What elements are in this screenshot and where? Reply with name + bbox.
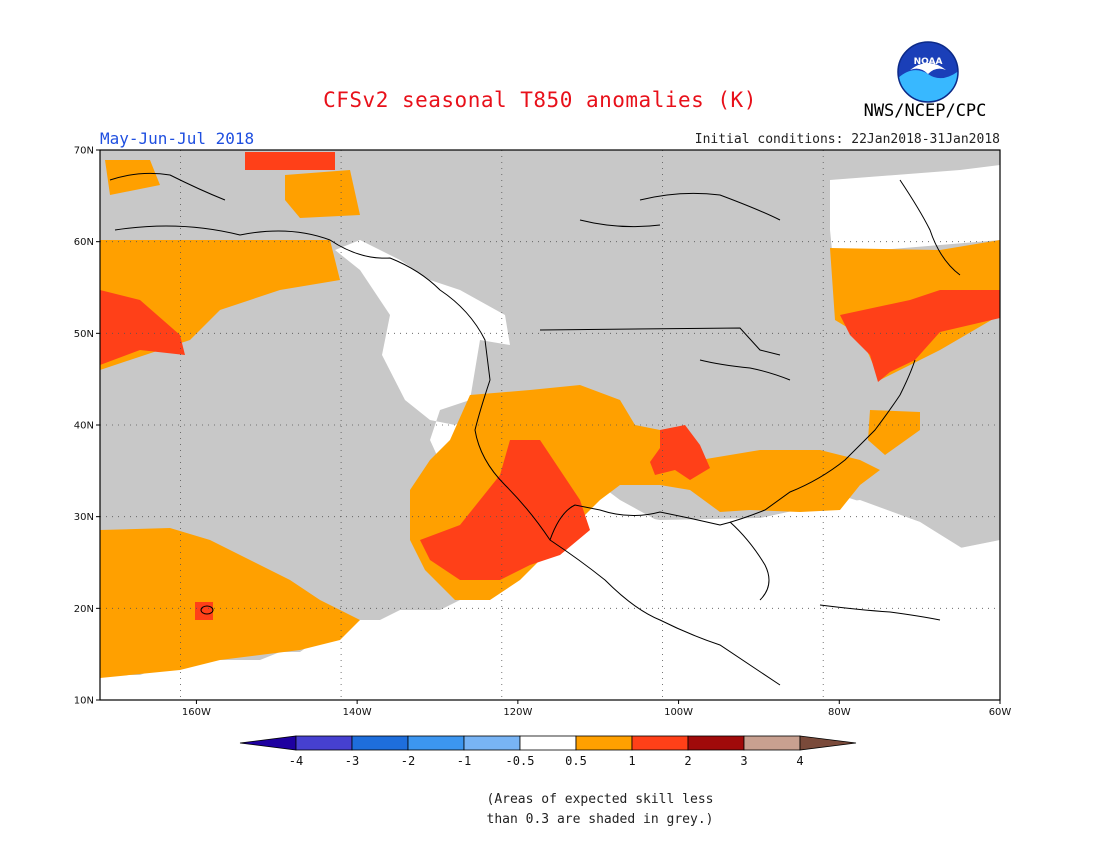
colorbar-level-label: 1 <box>628 754 635 768</box>
chart-title: CFSv2 seasonal T850 anomalies (K) <box>323 88 757 112</box>
anomaly-map: 10N 20N 30N 40N 50N 60N 70N 160W 140W 120W 100W 80… <box>74 146 1012 719</box>
lat-tick-label: 50N <box>74 329 94 340</box>
colorbar-swatch <box>631 735 689 751</box>
colorbar-level-label: 2 <box>684 754 691 768</box>
neutral-region-gulf <box>600 500 1000 700</box>
lon-tick-label: 100W <box>664 707 693 718</box>
colorbar-level-label: -4 <box>289 754 303 768</box>
anomaly-1-to-2-regions <box>100 152 1000 620</box>
season-label: May-Jun-Jul 2018 <box>100 129 255 148</box>
colorbar-swatch <box>575 735 633 751</box>
colorbar-swatch <box>743 735 801 751</box>
colorbar-level-label: -1 <box>457 754 471 768</box>
initial-conditions-label: Initial conditions: 22Jan2018-31Jan2018 <box>694 132 1000 147</box>
latitude-ticks: 10N 20N 30N 40N 50N 60N 70N <box>74 146 100 707</box>
skill-note-line-1: (Areas of expected skill less <box>486 792 714 807</box>
lat-tick-label: 40N <box>74 421 94 432</box>
colorbar-swatch <box>463 735 521 751</box>
logo-text: NOAA <box>914 57 943 67</box>
lat-tick-label: 30N <box>74 512 94 523</box>
longitude-ticks: 160W 140W 120W 100W 80W 60W <box>182 700 1011 718</box>
lon-tick-label: 140W <box>343 707 372 718</box>
colorbar-level-label: 4 <box>796 754 803 768</box>
lon-tick-label: 80W <box>828 707 851 718</box>
coastlines <box>109 172 961 686</box>
noaa-logo: NOAA <box>897 41 959 103</box>
lon-tick-label: 120W <box>503 707 532 718</box>
colorbar-swatch <box>351 735 409 751</box>
colorbar-level-label: -2 <box>401 754 415 768</box>
colorbar-level-label: -3 <box>345 754 359 768</box>
colorbar-swatch <box>295 735 353 751</box>
skill-note-line-2: than 0.3 are shaded in grey.) <box>486 812 714 827</box>
lon-tick-label: 60W <box>989 707 1012 718</box>
colorbar-arrow-high <box>799 735 857 751</box>
colorbar-swatch <box>519 735 577 751</box>
colorbar-level-label: 3 <box>740 754 747 768</box>
colorbar-labels: -4 -3 -2 -1 -0.5 0.5 1 2 3 4 <box>289 754 804 768</box>
lat-tick-label: 20N <box>74 604 94 615</box>
agency-label: NWS/NCEP/CPC <box>863 101 987 121</box>
lat-tick-label: 10N <box>74 696 94 707</box>
colorbar-swatch <box>407 735 465 751</box>
colorbar-swatches <box>239 735 857 751</box>
colorbar-swatch <box>687 735 745 751</box>
lat-tick-label: 70N <box>74 146 94 157</box>
lon-tick-label: 160W <box>182 707 211 718</box>
neutral-region-nw <box>335 240 510 462</box>
colorbar-arrow-low <box>239 735 297 751</box>
colorbar: -4 -3 -2 -1 -0.5 0.5 1 2 3 4 <box>239 735 857 768</box>
colorbar-level-label: 0.5 <box>565 754 587 768</box>
colorbar-level-label: -0.5 <box>506 754 535 768</box>
lat-tick-label: 60N <box>74 237 94 248</box>
